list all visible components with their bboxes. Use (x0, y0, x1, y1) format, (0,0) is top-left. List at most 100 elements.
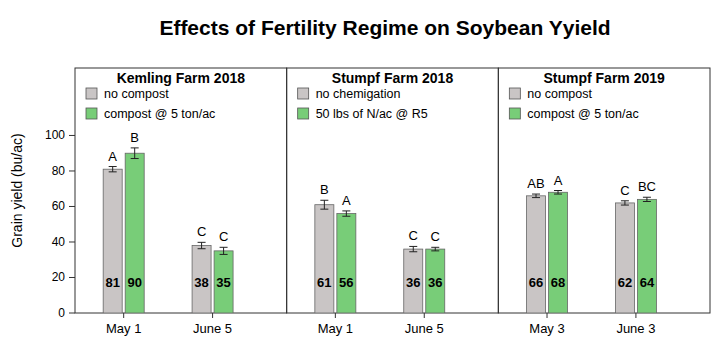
error-stem (435, 247, 436, 251)
error-cap (131, 147, 139, 148)
panel-frame (498, 68, 710, 313)
error-bar (109, 167, 117, 172)
panel-frame (75, 68, 287, 313)
chart-title: Effects of Fertility Regime on Soybean Y… (159, 16, 610, 39)
panel-frame (287, 68, 499, 313)
y-tick-label: 0 (58, 306, 65, 320)
error-cap (532, 194, 540, 195)
y-tick (69, 241, 75, 242)
data-label: 38 (194, 275, 208, 290)
significance-letter: B (320, 182, 329, 197)
x-tick (547, 313, 548, 318)
significance-letter: C (431, 229, 440, 244)
error-cap (320, 209, 328, 210)
error-cap (320, 200, 328, 201)
significance-letter: A (108, 149, 117, 164)
error-cap (643, 201, 651, 202)
x-tick-label: May 1 (106, 321, 141, 336)
bar (125, 153, 144, 313)
error-cap (198, 248, 206, 249)
x-tick-label: June 5 (193, 321, 232, 336)
x-tick-label: June 5 (405, 321, 444, 336)
bar (549, 192, 568, 313)
panel-title: Stumpf Farm 2018 (332, 70, 454, 86)
legend-swatch (509, 108, 520, 119)
marks (315, 200, 445, 313)
x-tick (123, 313, 124, 318)
error-stem (624, 201, 625, 205)
error-stem (346, 211, 347, 216)
error-cap (220, 254, 228, 255)
bar (103, 169, 122, 313)
data-label: 62 (618, 275, 632, 290)
y-tick (69, 313, 75, 314)
error-cap (342, 210, 350, 211)
legend-label: compost @ 5 ton/ac (104, 107, 215, 121)
significance-letter: C (219, 229, 228, 244)
x-tick-label: June 3 (616, 321, 655, 336)
legend-label: no chemigation (316, 87, 401, 101)
error-bar (621, 201, 629, 205)
data-label: 61 (317, 275, 331, 290)
data-label: 64 (640, 275, 655, 290)
error-bar (409, 246, 417, 251)
error-stem (112, 167, 113, 172)
y-tick (69, 135, 75, 136)
bar (315, 205, 334, 313)
error-stem (646, 197, 647, 201)
y-tick (69, 277, 75, 278)
error-bar (431, 247, 439, 251)
bar (527, 196, 546, 313)
x-tick (424, 313, 425, 318)
y-tick-label: 60 (52, 199, 66, 213)
error-cap (621, 205, 629, 206)
error-bar (532, 194, 540, 198)
error-bar (320, 200, 328, 209)
panel-title: Kemling Farm 2018 (117, 70, 246, 86)
error-cap (532, 197, 540, 198)
error-stem (324, 200, 325, 209)
data-label: 36 (406, 275, 420, 290)
significance-letter: A (342, 193, 351, 208)
error-stem (223, 247, 224, 254)
bar (615, 203, 634, 313)
data-label: 90 (127, 275, 141, 290)
error-bar (342, 211, 350, 216)
error-stem (413, 246, 414, 251)
x-tick-label: May 1 (318, 321, 353, 336)
legend-label: 50 lbs of N/ac @ R5 (316, 107, 428, 121)
y-tick-label: 80 (52, 164, 66, 178)
marks (103, 148, 233, 313)
x-tick (212, 313, 213, 318)
error-cap (643, 197, 651, 198)
error-cap (621, 200, 629, 201)
panel-title: Stumpf Farm 2019 (543, 70, 665, 86)
y-tick (69, 206, 75, 207)
significance-letter: C (197, 224, 206, 239)
legend-label: compost @ 5 ton/ac (527, 107, 638, 121)
error-cap (342, 216, 350, 217)
y-tick-label: 20 (52, 270, 66, 284)
error-cap (409, 251, 417, 252)
error-stem (134, 148, 135, 159)
legend-swatch (86, 88, 97, 99)
bar (214, 251, 233, 313)
error-cap (554, 190, 562, 191)
legend-swatch (298, 88, 309, 99)
y-axis-label: Grain yield (bu/ac) (9, 133, 25, 247)
error-bar (643, 197, 651, 201)
bar (426, 249, 445, 313)
bar (192, 246, 211, 313)
error-cap (431, 250, 439, 251)
marks (527, 191, 657, 314)
bar (337, 214, 356, 313)
data-label: 35 (216, 275, 230, 290)
legend-label: no compost (527, 87, 592, 101)
data-label: 66 (529, 275, 543, 290)
legend-swatch (298, 108, 309, 119)
y-tick (69, 170, 75, 171)
error-cap (109, 166, 117, 167)
data-label: 36 (428, 275, 442, 290)
error-stem (558, 191, 559, 195)
error-cap (198, 242, 206, 243)
